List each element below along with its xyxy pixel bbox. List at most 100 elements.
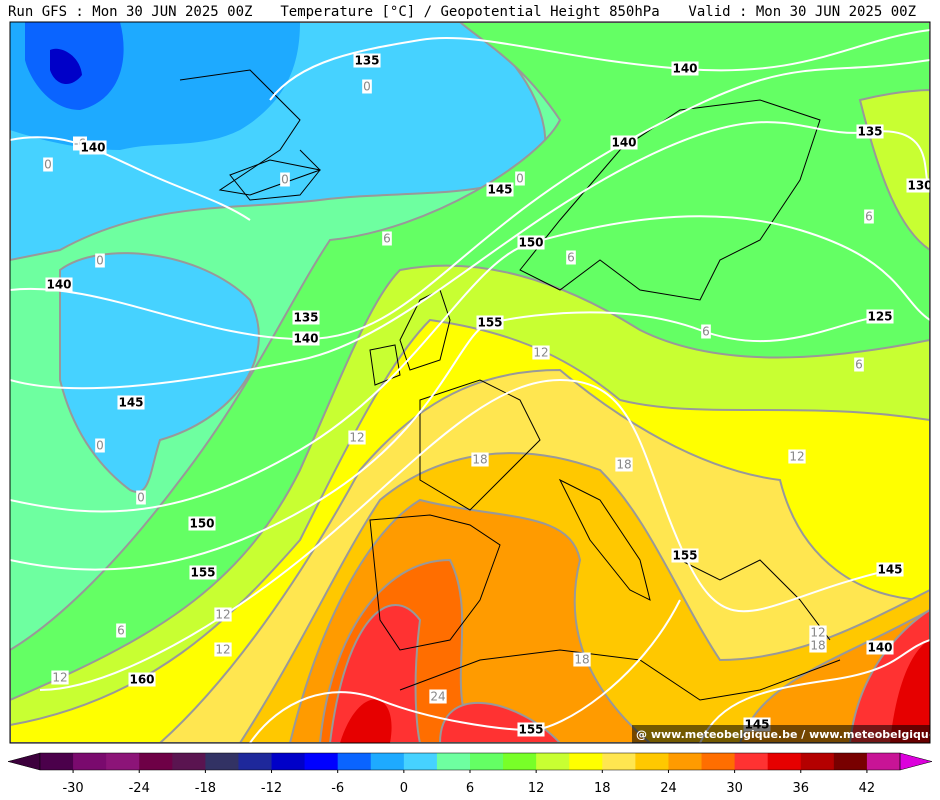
height-label-background: [517, 722, 545, 737]
height-label: 140: [46, 278, 71, 292]
height-label-background: [476, 315, 504, 330]
colorbar-segment: [304, 753, 339, 770]
height-label: 135: [857, 125, 882, 139]
colorbar-segment: [370, 753, 405, 770]
temperature-label-background: [429, 689, 447, 704]
colorbar-segment: [701, 753, 736, 770]
height-label: 155: [190, 566, 215, 580]
height-label-background: [189, 565, 217, 580]
colorbar-segment: [833, 753, 868, 770]
coastline: [558, 478, 651, 601]
height-label-background: [856, 124, 884, 139]
temperature-label: 0: [96, 254, 104, 268]
height-label-background: [292, 310, 320, 325]
temperature-label-background: [214, 607, 232, 622]
temperature-label-background: [809, 638, 827, 653]
temperature-label: 12: [349, 431, 364, 445]
colorbar-segment: [668, 753, 703, 770]
height-label: 125: [867, 310, 892, 324]
isohypse: [39, 378, 891, 691]
colorbar-segment: [337, 753, 372, 770]
temperature-label: 0: [363, 80, 371, 94]
height-label-background: [486, 182, 514, 197]
temperature-label: 6: [855, 358, 863, 372]
run-label: Run GFS : Mon 30 JUN 2025 00Z: [8, 4, 252, 20]
colorbar-segment: [106, 753, 140, 770]
colorbar-segment: [536, 753, 570, 770]
height-label-background: [45, 277, 73, 292]
coastline: [419, 379, 541, 511]
height-label-background: [671, 61, 699, 76]
colorbar-segment: [172, 753, 206, 770]
height-label: 140: [611, 136, 636, 150]
temperature-label-background: [95, 253, 105, 268]
colorbar-tick-label: -24: [129, 781, 150, 796]
colorbar-segment: [139, 753, 173, 770]
colorbar-tick-label: 42: [859, 781, 876, 796]
coastline: [229, 159, 321, 201]
height-label: 130: [907, 179, 932, 193]
temperature-label: 0: [96, 439, 104, 453]
temperature-label-background: [382, 231, 392, 246]
height-label: 155: [518, 723, 543, 737]
temp-field: [59, 252, 260, 493]
height-label: 145: [877, 563, 902, 577]
height-label-background: [79, 140, 107, 155]
temperature-label-background: [43, 157, 53, 172]
height-label: 145: [487, 183, 512, 197]
colorbar-tick-label: 30: [726, 781, 743, 796]
height-label-background: [876, 562, 904, 577]
colorbar-tick-label: 0: [400, 781, 408, 796]
temperature-label: 18: [616, 458, 631, 472]
temperature-label: 12: [52, 671, 67, 685]
temperature-label: 0: [281, 173, 289, 187]
temperature-label: 12: [215, 608, 230, 622]
height-label-background: [188, 516, 216, 531]
temperature-label: 18: [810, 639, 825, 653]
colorbar-segment: [734, 753, 769, 770]
height-label-background: [117, 395, 145, 410]
colorbar-segment: [503, 753, 537, 770]
height-label: 155: [672, 549, 697, 563]
height-label: 145: [118, 396, 143, 410]
height-label: 150: [189, 517, 214, 531]
temperature-label: 18: [574, 653, 589, 667]
colorbar-tick-label: 24: [660, 781, 677, 796]
colorbar-segment: [40, 753, 74, 770]
isohypse: [249, 599, 681, 743]
colorbar-tick-label: -18: [195, 781, 216, 796]
map: 0-60006066126600121818121261212181218241…: [10, 22, 932, 743]
temperature-label-background: [788, 449, 806, 464]
height-label: 155: [477, 316, 502, 330]
colorbar-tick-label: 36: [792, 781, 809, 796]
map-title: Temperature [°C] / Geopotential Height 8…: [280, 4, 659, 20]
colorbar-tick-label: -30: [62, 781, 83, 796]
colorbar-segment: [238, 753, 273, 770]
temperature-label: 12: [533, 346, 548, 360]
temperature-label-background: [116, 623, 126, 638]
temperature-label: 6: [383, 232, 391, 246]
height-label: 140: [672, 62, 697, 76]
temperature-label-background: [701, 324, 711, 339]
temperature-label: 6: [117, 624, 125, 638]
colorbar-segment: [403, 753, 438, 770]
isohypse: [699, 639, 930, 743]
height-label: 135: [293, 311, 318, 325]
colorbar-segment: [767, 753, 802, 770]
isohypse: [269, 29, 930, 101]
temperature-label-background: [573, 652, 591, 667]
temperature-label: 0: [137, 491, 145, 505]
temperature-label: 0: [44, 158, 52, 172]
temperature-label: 0: [516, 172, 524, 186]
temperature-label-background: [214, 642, 232, 657]
temperature-label-background: [95, 438, 105, 453]
coastline: [679, 559, 831, 641]
colorbar-segment: [271, 753, 306, 770]
temperature-label: 12: [215, 643, 230, 657]
colorbar-tick-label: -12: [261, 781, 282, 796]
contour-labels: 0-60006066126600121818121261212181218241…: [43, 53, 932, 737]
temperature-label-background: [348, 430, 366, 445]
temperature-label-background: [136, 490, 146, 505]
colorbar-segment: [602, 753, 636, 770]
temperature-label-background: [854, 357, 864, 372]
